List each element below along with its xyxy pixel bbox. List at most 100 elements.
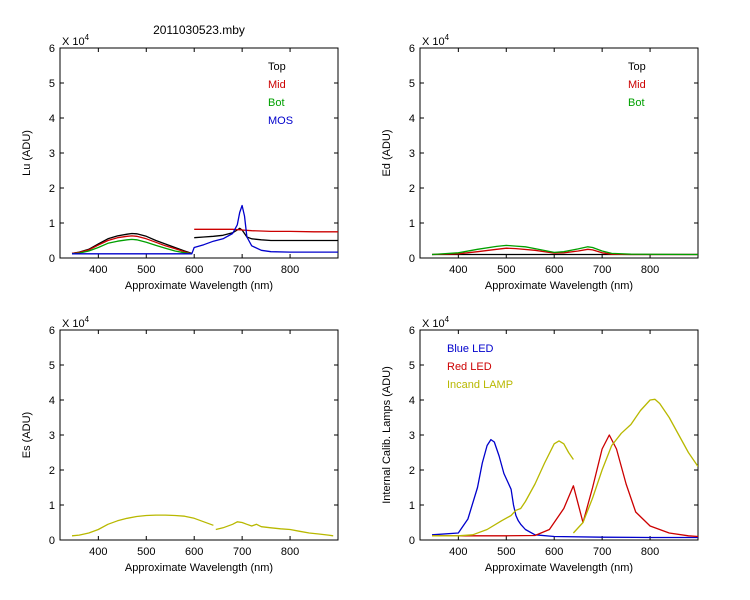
y-axis-label: Ed (ADU) — [381, 129, 393, 176]
x-tick-label: 800 — [281, 264, 299, 276]
y-tick-label: 6 — [409, 325, 415, 337]
x-tick-label: 500 — [137, 264, 155, 276]
legend-entry-mid: Mid — [268, 79, 286, 91]
chart-panel-bottom-left: 0 1 2 3 4 5 6 400 500 600 700 800 X 104 Approximate W… — [21, 315, 339, 574]
x-tick-label: 400 — [449, 264, 467, 276]
y-tick-label: 2 — [49, 465, 55, 477]
exponent-power: 4 — [85, 33, 90, 42]
y-tick-label: 6 — [409, 43, 415, 55]
y-tick-label: 4 — [409, 113, 415, 125]
y-tick-label: 0 — [409, 253, 415, 265]
series-line-mid — [71, 235, 192, 255]
x-tick-label: 800 — [641, 264, 659, 276]
y-tick-label: 2 — [409, 465, 415, 477]
x-tick-label: 500 — [497, 546, 515, 558]
x-tick-label: 700 — [593, 264, 611, 276]
y-tick-label: 5 — [49, 78, 55, 90]
x-tick-label: 600 — [185, 264, 203, 276]
y-tick-label: 5 — [49, 360, 55, 372]
x-tick-label: 600 — [185, 546, 203, 558]
series-line-red-led — [432, 434, 698, 538]
x-tick-label: 700 — [593, 546, 611, 558]
y-tick-label: 3 — [49, 148, 55, 160]
y-tick-label: 1 — [49, 218, 55, 230]
series-line-incand-lamp — [572, 398, 698, 534]
plot-frame — [59, 47, 339, 259]
x-tick-label: 500 — [137, 546, 155, 558]
x-tick-label: 800 — [641, 546, 659, 558]
y-tick-label: 0 — [49, 253, 55, 265]
y-tick-label: 5 — [409, 78, 415, 90]
legend-entry-mid: Mid — [628, 79, 646, 91]
x-tick-label: 400 — [89, 264, 107, 276]
exponent-label: X 104 — [62, 33, 90, 48]
legend-entry-bot: Bot — [628, 97, 645, 109]
chart-panel-top-left: 0 1 2 3 4 5 6 400 500 600 700 800 X 104 Approximate W… — [21, 33, 339, 292]
figure-title: 2011030523.mby — [153, 23, 245, 37]
series-group — [431, 398, 698, 539]
legend-entry-incand-lamp: Incand LAMP — [447, 379, 513, 391]
y-tick-label: 2 — [49, 183, 55, 195]
chart-panel-bottom-right: 0 1 2 3 4 5 6 400 500 600 700 800 X 104 Approximate W… — [381, 315, 699, 574]
x-axis-label: Approximate Wavelength (nm) — [125, 562, 273, 574]
exponent-power: 4 — [445, 315, 450, 324]
x-axis-label: Approximate Wavelength (nm) — [125, 280, 273, 292]
series-line-mid — [431, 247, 698, 256]
y-tick-label: 0 — [409, 535, 415, 547]
y-tick-label: 1 — [409, 218, 415, 230]
y-tick-label: 4 — [49, 395, 55, 407]
chart-panel-top-right: 0 1 2 3 4 5 6 400 500 600 700 800 X 104 Approximate W… — [381, 33, 699, 292]
x-tick-label: 400 — [89, 546, 107, 558]
plot-frame — [59, 329, 339, 541]
series-line-top — [71, 232, 193, 255]
x-tick-label: 700 — [233, 546, 251, 558]
series-line-es — [71, 514, 214, 537]
exponent-label: X 104 — [62, 315, 90, 330]
y-tick-label: 4 — [49, 113, 55, 125]
legend-entry-red-led: Red LED — [447, 361, 492, 373]
series-line-blue-led — [431, 438, 698, 539]
series-line-es — [215, 521, 334, 537]
series-line-incand-lamp — [432, 440, 574, 537]
exponent-power: 4 — [85, 315, 90, 324]
series-group — [71, 514, 334, 537]
legend-entry-top: Top — [268, 61, 286, 73]
x-tick-label: 800 — [281, 546, 299, 558]
x-tick-label: 700 — [233, 264, 251, 276]
x-tick-label: 500 — [497, 264, 515, 276]
series-line-mid — [194, 228, 338, 233]
series-line-bot — [71, 238, 192, 255]
x-tick-label: 600 — [545, 546, 563, 558]
y-tick-label: 5 — [409, 360, 415, 372]
y-axis-label: Internal Calib. Lamps (ADU) — [381, 366, 393, 504]
series-line-mos — [72, 204, 338, 255]
exponent-label: X 104 — [422, 33, 450, 48]
x-axis-label: Approximate Wavelength (nm) — [485, 280, 633, 292]
y-tick-label: 2 — [409, 183, 415, 195]
y-tick-label: 3 — [49, 430, 55, 442]
y-tick-label: 4 — [409, 395, 415, 407]
y-axis-label: Lu (ADU) — [21, 130, 33, 176]
y-tick-label: 3 — [409, 148, 415, 160]
series-group — [431, 244, 698, 256]
y-tick-label: 1 — [409, 500, 415, 512]
x-tick-label: 400 — [449, 546, 467, 558]
legend-entry-top: Top — [628, 61, 646, 73]
x-axis-label: Approximate Wavelength (nm) — [485, 562, 633, 574]
exponent-label: X 104 — [422, 315, 450, 330]
y-tick-label: 6 — [49, 43, 55, 55]
exponent-power: 4 — [445, 33, 450, 42]
legend-entry-blue-led: Blue LED — [447, 343, 494, 355]
x-tick-label: 600 — [545, 264, 563, 276]
series-line-bot — [431, 244, 698, 256]
legend-entry-mos: MOS — [268, 115, 293, 127]
plot-frame — [419, 47, 699, 259]
series-group — [71, 204, 338, 255]
legend-entry-bot: Bot — [268, 97, 285, 109]
y-tick-label: 3 — [409, 430, 415, 442]
y-tick-label: 6 — [49, 325, 55, 337]
y-tick-label: 0 — [49, 535, 55, 547]
y-tick-label: 1 — [49, 500, 55, 512]
y-axis-label: Es (ADU) — [21, 412, 33, 458]
